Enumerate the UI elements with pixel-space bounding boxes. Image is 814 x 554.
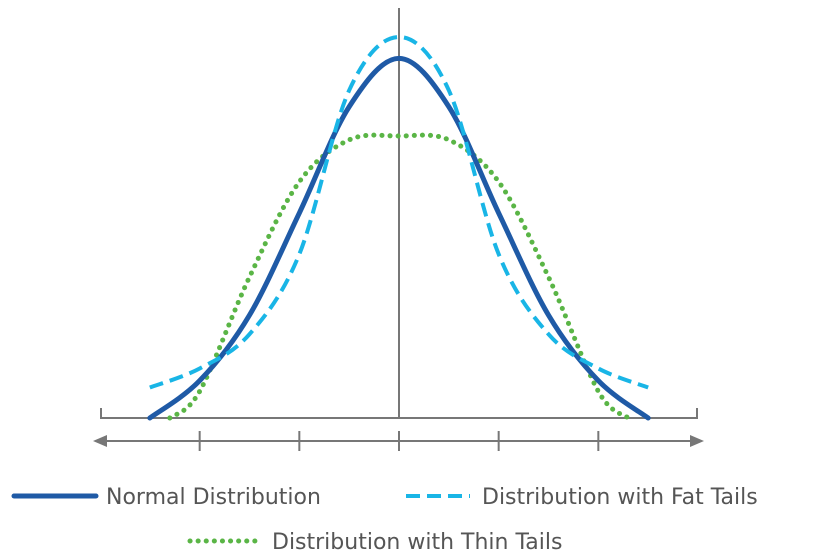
legend-entry-normal: Normal Distribution: [11, 485, 321, 510]
series-line-thin-tails: [167, 132, 631, 421]
legend-label-fat-tails: Distribution with Fat Tails: [482, 485, 758, 510]
arrow-right-head: [690, 435, 704, 447]
legend-entry-thin-tails: Distribution with Thin Tails: [187, 530, 562, 554]
curves: [147, 35, 651, 421]
legend-entry-fat-tails: Distribution with Fat Tails: [406, 485, 758, 510]
legend-label-normal: Normal Distribution: [106, 485, 321, 510]
arrow-axis-ticks: [198, 431, 600, 451]
legend: Normal Distribution Distribution with Fa…: [11, 485, 758, 554]
axes: [93, 8, 704, 451]
series-line-fat-tails: [149, 35, 649, 390]
series-line-normal: [147, 55, 651, 421]
arrow-left-head: [93, 435, 107, 447]
legend-label-thin-tails: Distribution with Thin Tails: [272, 530, 562, 554]
